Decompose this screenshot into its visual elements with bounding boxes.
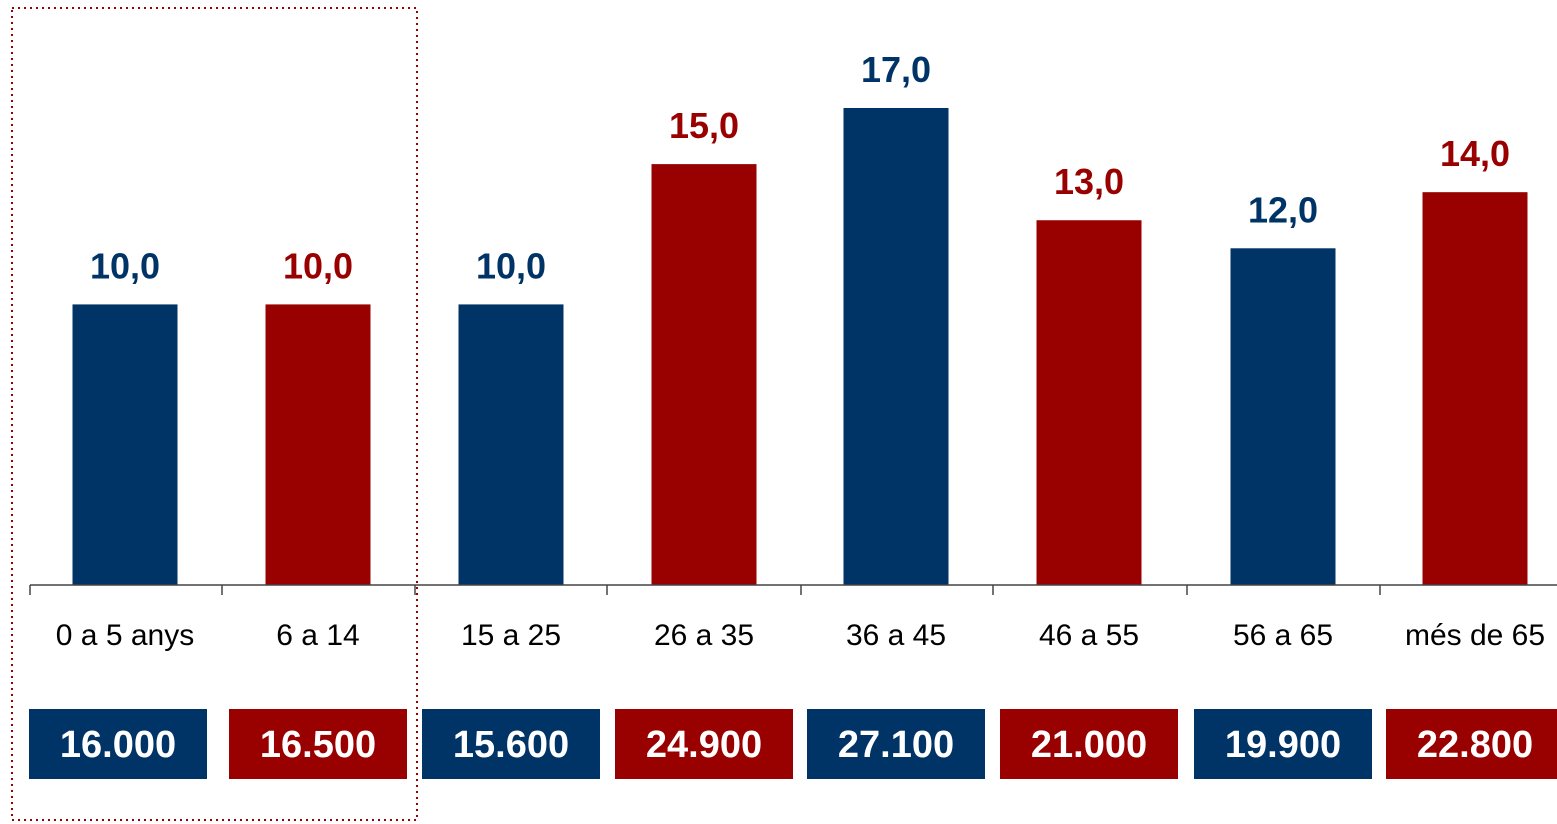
bar — [1036, 220, 1142, 585]
bar-value-label: 13,0 — [1054, 161, 1124, 202]
secondary-value-box — [807, 709, 985, 779]
x-tick-label: 0 a 5 anys — [56, 619, 194, 652]
bar — [458, 304, 564, 585]
x-tick-label: 6 a 14 — [276, 619, 359, 652]
secondary-value-box — [1386, 709, 1557, 779]
secondary-value-label: 22.800 — [1417, 724, 1533, 766]
secondary-value-box — [229, 709, 407, 779]
secondary-value-label: 27.100 — [838, 724, 954, 766]
bar-value-label: 10,0 — [283, 245, 353, 286]
secondary-value-label: 16.000 — [60, 724, 176, 766]
secondary-value-label: 16.500 — [260, 724, 376, 766]
bar-value-label: 12,0 — [1248, 189, 1318, 230]
bar-value-label: 10,0 — [90, 245, 160, 286]
bar — [265, 304, 371, 585]
x-tick-label: 46 a 55 — [1039, 619, 1139, 652]
highlight-group-frame — [11, 7, 418, 821]
bar — [1230, 248, 1336, 585]
secondary-value-box — [1000, 709, 1178, 779]
x-tick-label: més de 65 — [1405, 619, 1545, 652]
bar-value-label: 14,0 — [1440, 133, 1510, 174]
secondary-value-box — [29, 709, 207, 779]
bar-value-label: 10,0 — [476, 245, 546, 286]
secondary-value-label: 24.900 — [646, 724, 762, 766]
x-tick-label: 56 a 65 — [1233, 619, 1333, 652]
x-tick-label: 26 a 35 — [654, 619, 754, 652]
x-tick-label: 36 a 45 — [846, 619, 946, 652]
secondary-value-label: 15.600 — [453, 724, 569, 766]
secondary-value-box — [422, 709, 600, 779]
bar-value-label: 17,0 — [861, 49, 931, 90]
secondary-value-box — [615, 709, 793, 779]
bar-value-label: 15,0 — [669, 105, 739, 146]
secondary-value-label: 19.900 — [1225, 724, 1341, 766]
bar — [651, 164, 757, 585]
bar — [843, 108, 949, 585]
bar — [1422, 192, 1528, 586]
x-tick-label: 15 a 25 — [461, 619, 561, 652]
secondary-value-label: 21.000 — [1031, 724, 1147, 766]
secondary-value-box — [1194, 709, 1372, 779]
bar — [72, 304, 178, 585]
